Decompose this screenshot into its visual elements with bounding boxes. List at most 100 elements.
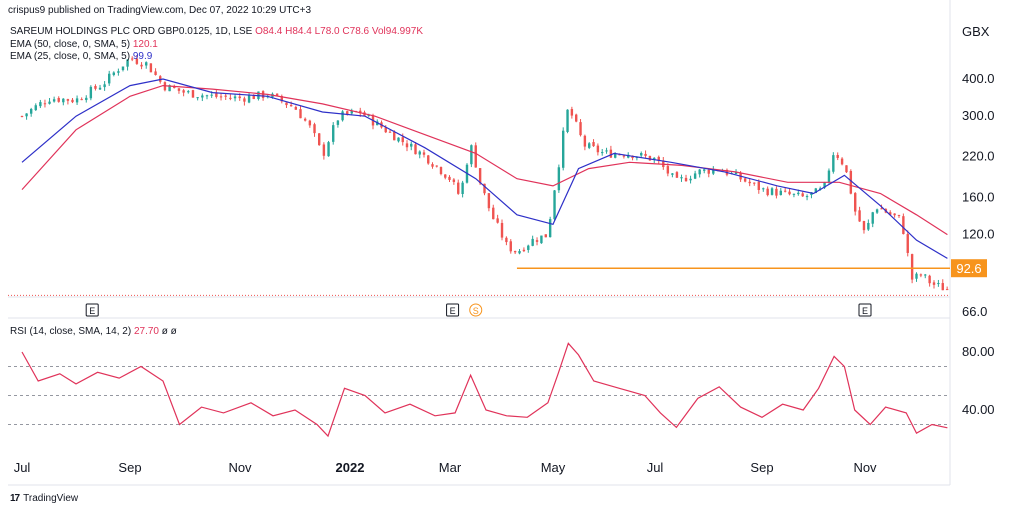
candle-body — [531, 238, 534, 246]
candle-body — [346, 111, 349, 115]
candle-body — [126, 59, 129, 67]
candle-body — [832, 155, 835, 172]
candle-body — [145, 62, 148, 66]
candle-body — [540, 235, 543, 244]
candle-body — [62, 98, 65, 103]
candle-body — [238, 96, 241, 99]
candle-body — [80, 99, 83, 101]
candle-body — [98, 87, 102, 90]
candle-body — [303, 118, 307, 121]
candle-body — [457, 182, 460, 194]
candle-body — [294, 107, 298, 110]
price-marker-label: 92.6 — [956, 261, 981, 276]
ema25-label: EMA (25, close, 0, SMA, 5) — [10, 51, 131, 62]
candle-body — [492, 207, 495, 220]
candle-body — [478, 168, 482, 184]
candle-body — [906, 234, 909, 253]
candle-body — [622, 155, 626, 157]
candle-body — [915, 273, 918, 279]
candle-body — [627, 154, 630, 158]
candle-body — [880, 208, 883, 210]
candle-body — [840, 158, 844, 165]
candle-body — [215, 93, 218, 97]
candle-body — [299, 109, 302, 119]
split-marker-icon — [469, 303, 483, 317]
candle-body — [34, 105, 37, 111]
footer-brand[interactable]: 17 TradingView — [10, 493, 78, 504]
candle-body — [693, 173, 697, 179]
candle-body — [675, 172, 679, 178]
candle-body — [862, 221, 866, 231]
candle-body — [505, 237, 508, 243]
candle-body — [509, 241, 512, 252]
candle-body — [897, 214, 901, 216]
price-tick-label: 220.0 — [962, 148, 995, 163]
candle-body — [535, 240, 539, 242]
candle-body — [149, 63, 153, 73]
candle-body — [562, 130, 565, 168]
time-tick-label: Jul — [647, 460, 664, 475]
candle-body — [671, 173, 674, 175]
candle-body — [414, 144, 417, 155]
candle-body — [177, 88, 181, 91]
candle-body — [932, 282, 936, 285]
earnings-marker-label: E — [450, 306, 456, 316]
candle-body — [359, 110, 362, 114]
candle-body — [444, 174, 447, 178]
candle-body — [500, 222, 504, 238]
candle-body — [583, 135, 587, 147]
candle-body — [210, 94, 213, 96]
candle-body — [108, 73, 111, 84]
candle-body — [121, 66, 125, 71]
candle-body — [89, 86, 93, 99]
candle-body — [25, 113, 28, 117]
candle-body — [648, 155, 652, 161]
candle-body — [275, 93, 279, 96]
candle-body — [601, 152, 604, 154]
candle-body — [845, 165, 848, 173]
candle-body — [548, 219, 552, 238]
candle-body — [902, 216, 905, 235]
tradingview-logo-icon: 17 — [10, 493, 20, 504]
candle-body — [779, 190, 782, 196]
candle-body — [243, 98, 246, 102]
candle-body — [836, 155, 839, 158]
ohlc-high: H84.4 — [285, 26, 312, 37]
candle-body — [448, 176, 451, 180]
ema50-line — [21, 84, 948, 236]
candle-body — [233, 96, 237, 99]
candle-body — [941, 283, 944, 291]
candle-body — [483, 183, 486, 194]
candle-body — [919, 274, 923, 276]
candle-body — [341, 111, 344, 121]
candle-body — [401, 137, 404, 143]
rsi-label: RSI (14, close, SMA, 14, 2) — [10, 326, 132, 337]
candle-body — [871, 212, 874, 224]
candle-body — [39, 102, 42, 107]
candle-body — [75, 98, 79, 103]
candle-body — [117, 71, 120, 73]
candle-body — [103, 84, 106, 88]
candle-body — [680, 177, 683, 179]
candle-body — [513, 251, 517, 253]
candle-body — [336, 120, 340, 125]
candle-body — [924, 274, 927, 276]
price-marker-badge — [951, 259, 987, 278]
candle-body — [85, 97, 88, 101]
candle-body — [527, 245, 530, 250]
candle-body — [588, 143, 591, 148]
candle-body — [112, 72, 115, 75]
candle-body — [66, 99, 70, 101]
candle-body — [928, 275, 931, 284]
candle-body — [422, 152, 426, 155]
candle-body — [910, 254, 914, 280]
ema50-legend: EMA (50, close, 0, SMA, 5) 120.1 — [10, 39, 158, 50]
candle-body — [797, 192, 800, 195]
candle-body — [766, 188, 769, 196]
candle-body — [575, 114, 578, 122]
candle-body — [327, 142, 330, 157]
candle-body — [757, 181, 760, 190]
candle-body — [461, 182, 464, 195]
time-tick-label: Sep — [118, 460, 141, 475]
ema50-label: EMA (50, close, 0, SMA, 5) — [10, 39, 131, 50]
